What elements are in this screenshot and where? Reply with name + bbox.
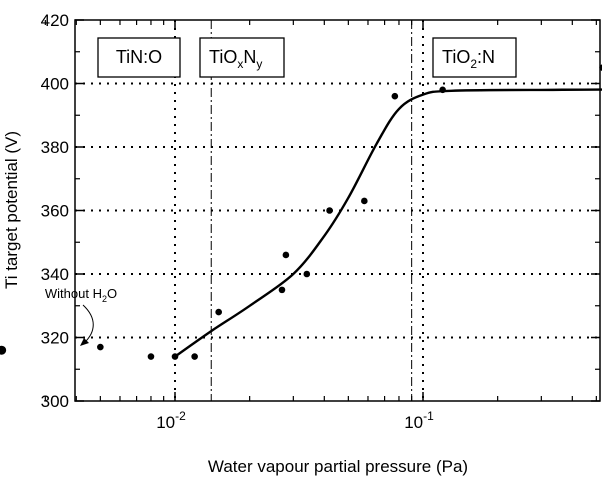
x-tick-base: 10 — [156, 413, 175, 432]
region-text-sub: 2 — [470, 57, 477, 71]
data-point — [171, 353, 179, 360]
data-point — [303, 270, 311, 278]
region-label-tio2-n: TiO2:N — [432, 37, 517, 78]
data-point — [191, 353, 198, 360]
y-tick-label: 360 — [41, 202, 69, 221]
region-text-sub: x — [237, 57, 243, 71]
y-tick-label: 380 — [41, 138, 69, 157]
annotation-text-main: Without H — [45, 286, 102, 301]
region-label-tioxny: TiOxNy — [199, 37, 285, 78]
region-label-tin-o: TiN:O — [97, 37, 181, 78]
data-point — [439, 86, 446, 94]
annotation-arrow — [82, 304, 94, 344]
x-tick-label: 10-2 — [156, 409, 186, 432]
region-box — [432, 37, 517, 78]
region-box — [199, 37, 285, 78]
data-point — [147, 353, 155, 360]
data-point — [215, 308, 222, 316]
fit-curve — [174, 88, 602, 358]
y-tick-label: 340 — [41, 265, 69, 284]
data-point — [0, 345, 7, 355]
region-text-sub: y — [256, 57, 262, 71]
region-text-main: TiO — [209, 47, 237, 67]
x-axis-title: Water vapour partial pressure (Pa) — [208, 457, 468, 476]
y-tick-label: 420 — [41, 11, 69, 30]
x-tick-label: 10-1 — [404, 409, 434, 432]
axis-ticks — [44, 19, 600, 402]
data-point — [97, 343, 104, 351]
x-tick-exponent: -2 — [175, 409, 186, 423]
data-point — [278, 286, 286, 294]
data-points — [0, 64, 602, 360]
data-point — [326, 207, 333, 214]
y-tick-label: 400 — [41, 75, 69, 94]
region-text-main: TiO — [442, 47, 470, 67]
x-tick-labels: 10-210-1100101 — [156, 409, 434, 432]
region-text-main: :N — [477, 47, 495, 67]
annotation-without-h2o: Without H2O — [45, 286, 117, 346]
region-text-main: N — [243, 47, 256, 67]
annotation-text-sub: 2 — [102, 294, 107, 304]
data-point — [391, 92, 399, 100]
annotation-text-main: O — [107, 286, 117, 301]
x-tick-base: 10 — [404, 413, 423, 432]
y-tick-label: 300 — [41, 392, 69, 411]
region-boundaries — [210, 20, 413, 401]
region-text: TiN:O — [116, 47, 162, 67]
annotation-arrowhead — [80, 338, 89, 346]
data-point — [599, 64, 602, 71]
data-point — [282, 251, 290, 259]
y-tick-labels: 300 320 340 360 380 400 420 — [41, 11, 69, 411]
y-tick-label: 320 — [41, 329, 69, 348]
region-box — [97, 37, 181, 78]
annotation-text: Without H2O — [45, 286, 117, 304]
data-point — [361, 197, 368, 205]
region-text: TiOxNy — [209, 47, 262, 71]
y-axis-title: Ti target potential (V) — [2, 131, 21, 289]
region-text: TiO2:N — [442, 47, 495, 71]
x-tick-exponent: -1 — [423, 409, 434, 423]
